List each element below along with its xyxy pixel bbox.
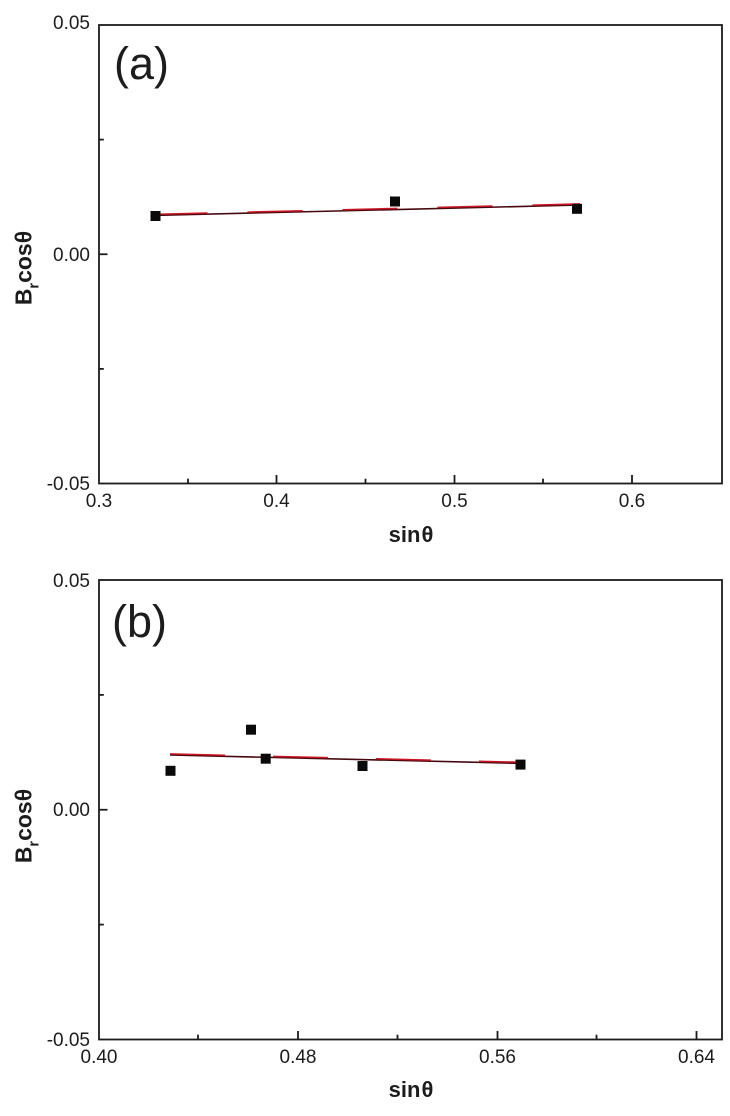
svg-text:0.64: 0.64 xyxy=(678,1047,715,1068)
svg-text:(a): (a) xyxy=(114,38,169,89)
svg-text:0.5: 0.5 xyxy=(441,491,467,512)
svg-text:0.05: 0.05 xyxy=(53,571,90,592)
svg-text:0.6: 0.6 xyxy=(619,491,645,512)
svg-text:-0.05: -0.05 xyxy=(47,474,90,495)
svg-text:sinθ: sinθ xyxy=(389,522,434,547)
svg-text:0.4: 0.4 xyxy=(263,491,290,512)
svg-text:0.48: 0.48 xyxy=(280,1047,317,1068)
svg-text:-0.05: -0.05 xyxy=(47,1030,90,1051)
svg-text:0.3: 0.3 xyxy=(86,491,112,512)
svg-text:(b): (b) xyxy=(112,596,167,647)
svg-text:0.56: 0.56 xyxy=(479,1047,516,1068)
svg-text:0.05: 0.05 xyxy=(53,13,90,34)
svg-text:0.40: 0.40 xyxy=(81,1047,118,1068)
svg-text:0.00: 0.00 xyxy=(53,245,90,266)
svg-text:0.00: 0.00 xyxy=(53,800,90,821)
svg-text:sinθ: sinθ xyxy=(389,1077,434,1102)
